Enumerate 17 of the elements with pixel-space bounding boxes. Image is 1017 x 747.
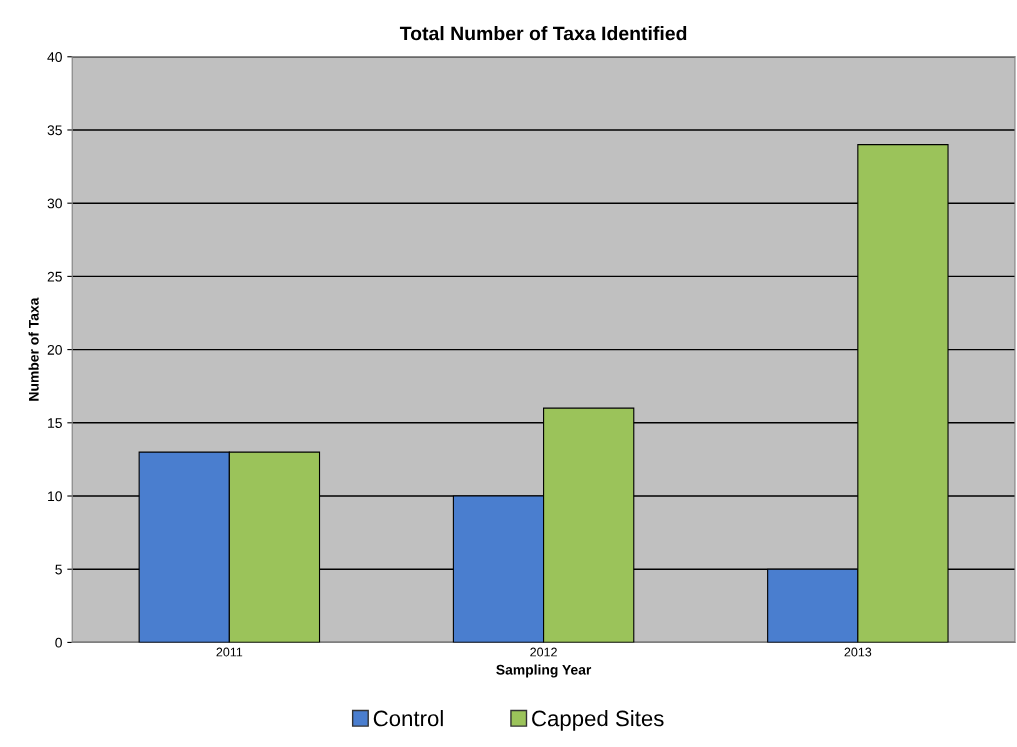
- legend-label: Control: [373, 710, 443, 727]
- x-tick-label: 2013: [844, 647, 872, 657]
- y-tick-label: 20: [47, 344, 62, 355]
- y-tick-label: 15: [48, 418, 62, 428]
- legend-label: Capped Sites: [532, 710, 664, 731]
- y-tick-label: 30: [47, 198, 62, 209]
- y-tick-label: 25: [47, 271, 62, 282]
- chart-title: Total Number of Taxa Identified: [399, 26, 687, 41]
- x-axis-title: Sampling Year: [496, 664, 592, 678]
- y-tick-label: 5: [55, 564, 62, 575]
- y-tick-label: 0: [55, 637, 62, 648]
- y-tick-label: 40: [47, 52, 62, 62]
- x-tick-label: 2011: [216, 647, 243, 657]
- x-tick-label: 2012: [530, 647, 557, 657]
- y-tick-label: 10: [48, 491, 62, 502]
- y-tick-label: 35: [47, 125, 62, 136]
- y-axis-title: Number of Taxa: [28, 297, 39, 401]
